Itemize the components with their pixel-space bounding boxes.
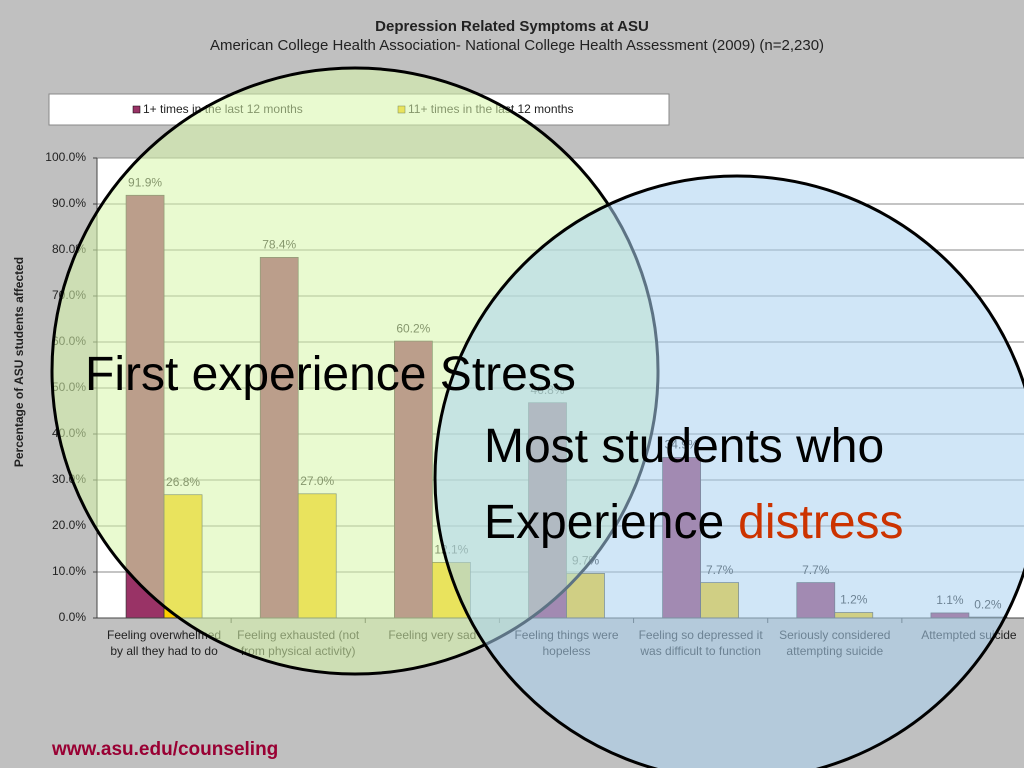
y-tick-label: 20.0% [52, 518, 86, 532]
y-axis-label: Percentage of ASU students affected [12, 257, 26, 467]
distress-circle [433, 174, 1024, 768]
distress-highlight: distress [738, 496, 903, 549]
footer-url: www.asu.edu/counseling [51, 739, 278, 760]
x-tick-label: Feeling overwhelmed by all they had to d… [107, 628, 222, 658]
chart-title: Depression Related Symptoms at ASU [375, 18, 649, 35]
legend-swatch [132, 105, 141, 114]
distress-text-1: Most students who [484, 420, 884, 473]
chart-subtitle: American College Health Association- Nat… [210, 37, 824, 54]
y-tick-label: 0.0% [59, 610, 87, 624]
distress-text-2: Experience distress [484, 496, 904, 549]
y-tick-label: 90.0% [52, 196, 86, 210]
distress-text-2a: Experience [484, 496, 724, 549]
y-tick-label: 100.0% [45, 150, 86, 164]
y-tick-label: 10.0% [52, 564, 86, 578]
stress-text: First experience Stress [85, 348, 576, 401]
